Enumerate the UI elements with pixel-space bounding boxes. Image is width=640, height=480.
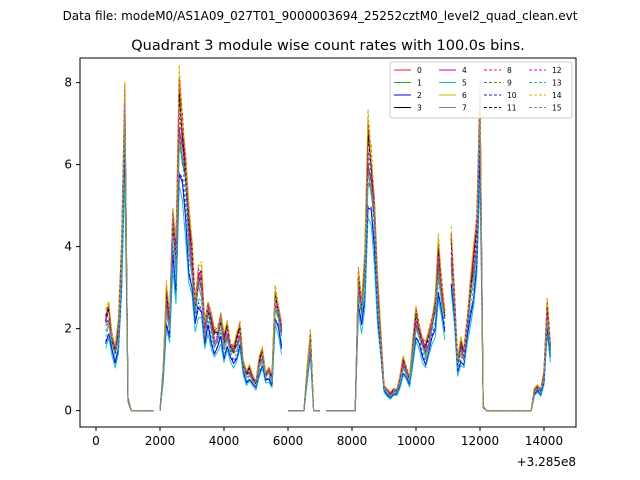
y-tick-label: 4: [64, 240, 72, 254]
plot-series: [105, 64, 551, 412]
y-tick-label: 0: [64, 404, 72, 418]
legend-label-14: 14: [552, 91, 562, 100]
legend-label-7: 7: [462, 104, 467, 113]
x-tick-label: 4000: [209, 434, 240, 448]
y-tick-label: 2: [64, 322, 72, 336]
x-offset-label: +3.285e8: [517, 455, 576, 469]
chart-title: Quadrant 3 module wise count rates with …: [131, 38, 525, 54]
chart-suptitle: Data file: modeM0/AS1A09_027T01_90000036…: [63, 9, 578, 23]
legend-label-4: 4: [462, 66, 467, 75]
legend-label-15: 15: [552, 104, 562, 113]
x-tick-label: 0: [92, 434, 100, 448]
legend-label-8: 8: [507, 66, 512, 75]
x-tick-label: 12000: [461, 434, 499, 448]
legend-label-1: 1: [417, 79, 422, 88]
legend-label-10: 10: [507, 91, 517, 100]
x-tick-label: 6000: [273, 434, 304, 448]
legend-box: [389, 61, 573, 119]
x-tick-label: 8000: [337, 434, 368, 448]
legend-label-9: 9: [507, 79, 512, 88]
x-tick-label: 10000: [397, 434, 435, 448]
x-tick-label: 2000: [145, 434, 176, 448]
legend-label-5: 5: [462, 79, 467, 88]
legend-label-11: 11: [507, 104, 517, 113]
legend-label-6: 6: [462, 91, 467, 100]
legend-label-3: 3: [417, 104, 422, 113]
x-tick-label: 14000: [525, 434, 563, 448]
legend-label-13: 13: [552, 79, 562, 88]
y-axis: 0 2 4 6 8: [64, 76, 80, 418]
y-tick-label: 8: [64, 76, 72, 90]
legend-label-2: 2: [417, 91, 422, 100]
y-tick-label: 6: [64, 158, 72, 172]
x-axis: 0 2000 4000 6000 8000 10000 12000 14000: [92, 427, 563, 448]
legend-label-0: 0: [417, 66, 422, 75]
plot-frame: [79, 57, 577, 428]
legend-label-12: 12: [552, 66, 562, 75]
series-line-15: [105, 100, 551, 412]
